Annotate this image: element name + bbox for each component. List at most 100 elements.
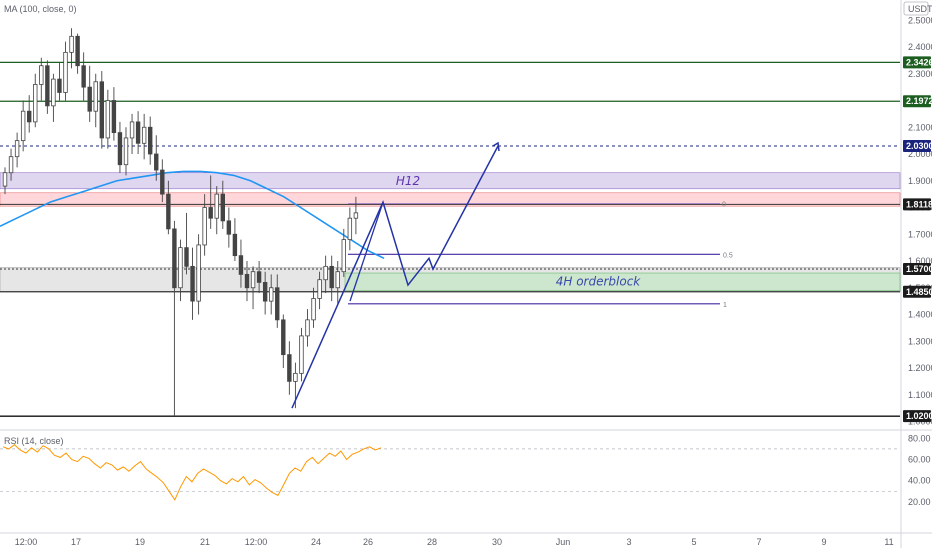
price-label-badge [903, 263, 931, 276]
projection-line [291, 145, 499, 409]
moving-average [0, 170, 385, 260]
candle-body [20, 110, 26, 142]
price-label-text: 1.0200 [906, 411, 932, 421]
candles [2, 28, 359, 417]
candle-body [250, 271, 256, 289]
time-tick-label: 19 [135, 537, 145, 547]
rsi-tick-label: 80.00 [908, 433, 931, 443]
price-tick-label: 1.9000 [908, 176, 932, 186]
fib-label: 0.5 [723, 252, 733, 259]
candle-body [105, 100, 111, 139]
price-tick-label: 1.3000 [908, 336, 932, 346]
candle-body [347, 217, 353, 240]
price-axis[interactable]: 2.50002.40002.30002.20002.10002.00001.90… [903, 15, 932, 427]
time-tick-label: 26 [363, 537, 373, 547]
candle-body [14, 140, 20, 158]
price-label-text: 2.3426 [906, 57, 932, 67]
candle-body [75, 35, 80, 67]
candle-body [293, 372, 298, 382]
candle-body [39, 65, 44, 85]
price-tick-label: 1.7000 [908, 229, 932, 239]
price-tick-label: 2.0000 [908, 149, 932, 159]
time-tick-label: 24 [311, 537, 321, 547]
candle-body [202, 207, 207, 246]
price-tick-label: 1.2000 [908, 363, 932, 373]
candle-body [232, 233, 238, 257]
fib-label: 0 [722, 201, 726, 208]
price-label-text: 1.5700 [906, 264, 932, 274]
price-label-text: 1.8118 [906, 199, 932, 209]
candle-body [238, 255, 244, 275]
price-label-badge [903, 139, 931, 152]
candle-body [172, 228, 177, 289]
candle-body [69, 35, 74, 53]
candle-body [311, 298, 316, 321]
candle-body [166, 193, 171, 230]
candle-body [220, 193, 225, 222]
candle-body [299, 335, 304, 374]
rsi-line [2, 444, 382, 501]
candle-body [256, 271, 262, 283]
trend-line [349, 201, 384, 302]
candle-body [208, 207, 213, 219]
time-tick-label: 17 [71, 537, 81, 547]
price-tick-label: 2.1000 [908, 122, 932, 132]
candle-body [93, 81, 98, 112]
candle-body [45, 65, 50, 107]
time-tick-label: 21 [200, 537, 210, 547]
time-tick-label: Jun [556, 537, 571, 547]
price-label-text: 2.0300 [906, 141, 932, 151]
candle-body [353, 212, 359, 219]
rsi-indicator-label[interactable]: RSI (14, close) [4, 436, 64, 446]
ma-line [0, 170, 385, 260]
time-tick-label: 7 [756, 537, 761, 547]
time-tick-label: 30 [492, 537, 502, 547]
time-tick-label: 5 [691, 537, 696, 547]
price-label-badge [903, 410, 931, 423]
candle-body [196, 244, 201, 302]
fib-label: 1 [723, 302, 727, 309]
time-axis[interactable]: 12:00 17 19 21 12:00 24 26 28 30 Jun 3 5 7 9 11 [15, 537, 894, 547]
time-tick-label: 9 [821, 537, 826, 547]
candle-body [147, 126, 153, 155]
candle-body [160, 169, 165, 195]
candle-body [26, 110, 32, 123]
candle-body [154, 153, 159, 171]
time-tick-label: 11 [884, 537, 893, 547]
candle-body [117, 132, 123, 166]
horizontal-levels: 00.51 [0, 61, 900, 417]
price-label-text: 1.4850 [906, 287, 932, 297]
rsi-panel: 80.00 60.00 40.00 20.00 [0, 433, 931, 507]
candle-body [87, 86, 92, 112]
candle-body [323, 265, 328, 281]
projection-arrowhead [492, 141, 500, 152]
candle-body [63, 51, 68, 93]
price-tick-label: 2.3000 [908, 69, 932, 79]
price-label-badge [903, 198, 931, 211]
price-label-badge [903, 56, 931, 69]
zone-label-orderblock: 4H orderblock [556, 275, 642, 289]
candle-body [135, 121, 141, 144]
time-tick-label: 3 [626, 537, 631, 547]
candle-body [341, 239, 346, 273]
price-zones: H12 4H orderblock [0, 172, 901, 293]
candle-body [244, 273, 250, 289]
price-tick-label: 1.6000 [908, 256, 932, 266]
candle-body [262, 281, 268, 302]
price-tick-label: 1.4000 [908, 310, 932, 320]
candle-body [33, 84, 38, 123]
rsi-tick-label: 20.00 [908, 497, 931, 507]
candle-body [184, 247, 189, 267]
candle-body [214, 193, 219, 219]
currency-label: USDT [908, 4, 932, 14]
candle-body [2, 172, 8, 187]
currency-badge[interactable] [903, 1, 929, 16]
projection-path [291, 141, 500, 409]
price-tick-label: 1.1000 [908, 390, 932, 400]
candle-body [275, 287, 280, 321]
zone-h12 [0, 172, 901, 190]
candle-body [317, 279, 322, 299]
ma-indicator-label[interactable]: MA (100, close, 0) [4, 4, 77, 14]
